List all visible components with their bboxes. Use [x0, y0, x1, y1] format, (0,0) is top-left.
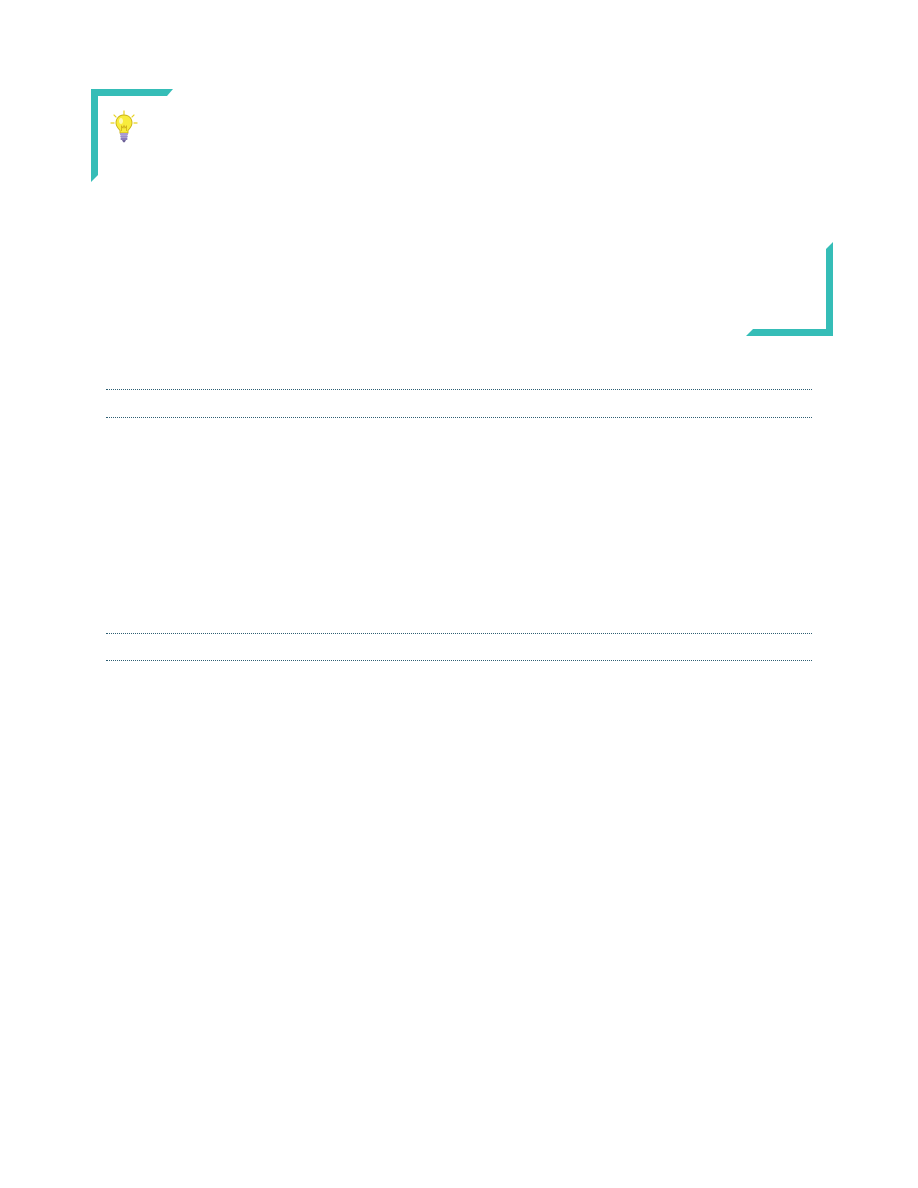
dotted-rule [106, 389, 812, 390]
corner-bracket-bottom-right-icon [746, 242, 833, 336]
dotted-rule [106, 660, 812, 661]
dotted-rule [106, 633, 812, 634]
dotted-rule [106, 417, 812, 418]
lightbulb-icon [110, 110, 138, 143]
